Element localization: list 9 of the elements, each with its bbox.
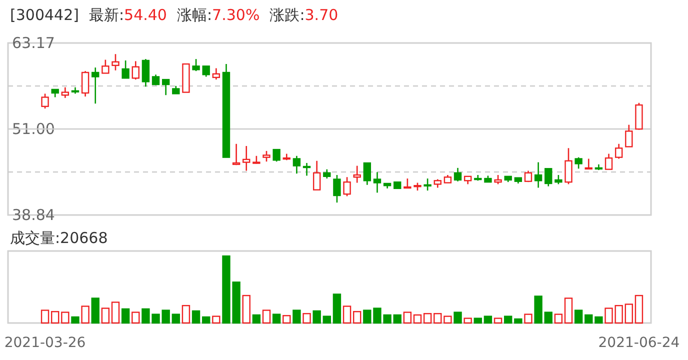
text: 最新:54.40: [88, 6, 167, 24]
y-tick-label: 38.84: [12, 206, 55, 224]
chart-title: [300442]: [10, 6, 79, 24]
x-tick-label: 2021-03-26: [4, 335, 86, 351]
text: 涨跌:3.70: [270, 6, 338, 24]
chart-title: 成交量:20668: [10, 229, 108, 247]
y-tick-label: 63.17: [12, 34, 55, 52]
text: 涨幅:7.30%: [176, 6, 260, 24]
x-tick-label: 2021-06-24: [598, 335, 680, 351]
